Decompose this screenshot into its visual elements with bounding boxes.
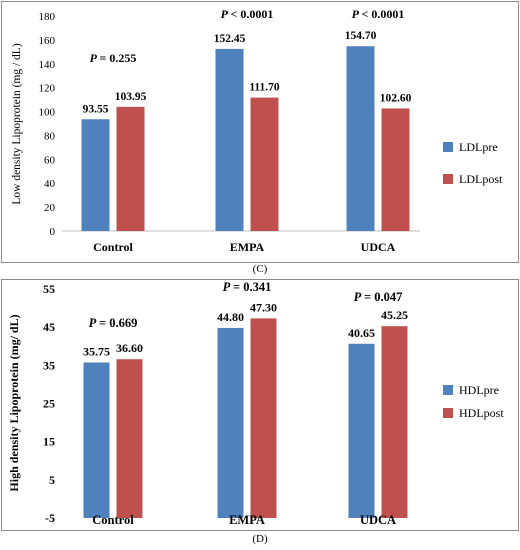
value-label: 93.55 — [83, 103, 109, 115]
p-value-annotation: P = 0.341 — [223, 280, 272, 294]
bar-hdlpre-empa — [217, 327, 244, 518]
value-label: 35.75 — [83, 344, 110, 358]
p-value-annotation: P < 0.0001 — [221, 7, 274, 21]
y-tick-label: 0 — [50, 226, 56, 238]
y-tick-label: 35 — [43, 358, 55, 372]
panel-d-bars — [83, 318, 408, 518]
panel-d-legend: HDLpre HDLpost — [443, 383, 504, 420]
panel-d-y-axis-label: High density Lipoprotein (mg/ dL) — [7, 314, 21, 491]
y-tick-label: 20 — [44, 202, 56, 214]
bar-hdlpost-control — [116, 359, 143, 518]
value-label: 152.45 — [214, 33, 246, 45]
y-tick-label: 45 — [43, 320, 55, 334]
legend-label: HDLpre — [459, 383, 499, 397]
panel-c-annotations: P = 0.255 P < 0.0001 P < 0.0001 — [90, 7, 405, 65]
y-tick-label: 5 — [49, 473, 55, 487]
bar-ldlpost-empa — [250, 97, 279, 231]
value-label: 102.60 — [380, 92, 412, 104]
p-value-annotation: P < 0.0001 — [352, 7, 405, 21]
value-label: 111.70 — [249, 82, 280, 94]
y-tick-label: 180 — [39, 11, 56, 23]
value-label: 36.60 — [116, 341, 143, 355]
panel-d-frame — [1, 279, 519, 531]
y-tick-label: 100 — [39, 107, 56, 119]
value-label: 45.25 — [381, 308, 408, 322]
panel-d-annotations: P = 0.669 P = 0.341 P = 0.047 — [89, 280, 403, 330]
bar-hdlpre-udca — [348, 343, 375, 518]
bar-ldlpre-empa — [215, 48, 244, 231]
legend-label: HDLpost — [459, 406, 504, 420]
value-label: 154.70 — [345, 30, 377, 42]
y-tick-label: 120 — [39, 83, 56, 95]
panel-c-bars — [81, 46, 410, 231]
y-tick-label: 140 — [39, 59, 56, 71]
y-tick-label: 15 — [43, 435, 55, 449]
y-tick-label: 55 — [43, 282, 55, 296]
panel-d-value-labels: 35.75 36.60 44.80 47.30 40.65 45.25 — [83, 300, 408, 358]
y-tick-label: 60 — [44, 154, 56, 166]
bar-ldlpost-control — [116, 106, 145, 231]
bar-ldlpost-udca — [381, 108, 410, 231]
category-label: Control — [92, 513, 134, 527]
y-tick-label: 25 — [43, 397, 55, 411]
panel-c-frame — [1, 1, 519, 263]
category-label: EMPA — [229, 513, 265, 527]
value-label: 103.95 — [115, 91, 147, 103]
panel-d: High density Lipoprotein (mg/ dL) -5 5 15 2… — [1, 279, 519, 531]
category-label: UDCA — [360, 513, 396, 527]
category-label: UDCA — [361, 240, 396, 254]
y-tick-label: -5 — [45, 511, 55, 525]
y-tick-label: 80 — [44, 130, 56, 142]
p-value-annotation: P = 0.255 — [90, 51, 137, 65]
panel-c: Low density Lipoprotein (mg / dL) 0 20 40 6… — [1, 1, 519, 263]
p-value-annotation: P = 0.047 — [354, 290, 403, 304]
value-label: 47.30 — [250, 300, 277, 314]
category-label: EMPA — [230, 240, 265, 254]
y-tick-label: 40 — [44, 178, 56, 190]
panel-c-caption: (C) — [253, 263, 268, 275]
panel-c-x-ticks: Control EMPA UDCA — [93, 240, 396, 254]
panel-d-y-ticks: -5 5 15 25 35 45 55 — [43, 282, 55, 525]
bar-hdlpost-udca — [381, 326, 408, 518]
bar-hdlpre-control — [83, 362, 110, 518]
panel-c-y-axis-label: Low density Lipoprotein (mg / dL) — [11, 43, 23, 204]
category-label: Control — [93, 240, 133, 254]
bar-ldlpre-udca — [346, 46, 375, 231]
panel-c-value-labels: 93.55 103.95 152.45 111.70 154.70 102.60 — [83, 30, 412, 115]
value-label: 40.65 — [348, 326, 375, 340]
panel-c-y-ticks: 0 20 40 60 80 100 120 140 160 180 — [39, 11, 56, 238]
legend-swatch — [443, 408, 453, 418]
bar-ldlpre-control — [81, 119, 110, 231]
legend-label: LDLpre — [459, 140, 498, 154]
y-tick-label: 160 — [39, 35, 56, 47]
panel-d-x-ticks: Control EMPA UDCA — [92, 513, 396, 527]
legend-swatch — [443, 174, 453, 184]
legend-swatch — [443, 142, 453, 152]
legend-label: LDLpost — [459, 172, 503, 186]
panel-c-legend: LDLpre LDLpost — [443, 140, 503, 186]
bar-hdlpost-empa — [250, 318, 277, 518]
value-label: 44.80 — [217, 310, 244, 324]
p-value-annotation: P = 0.669 — [89, 316, 138, 330]
panel-d-caption: (D) — [252, 533, 268, 545]
legend-swatch — [443, 385, 453, 395]
